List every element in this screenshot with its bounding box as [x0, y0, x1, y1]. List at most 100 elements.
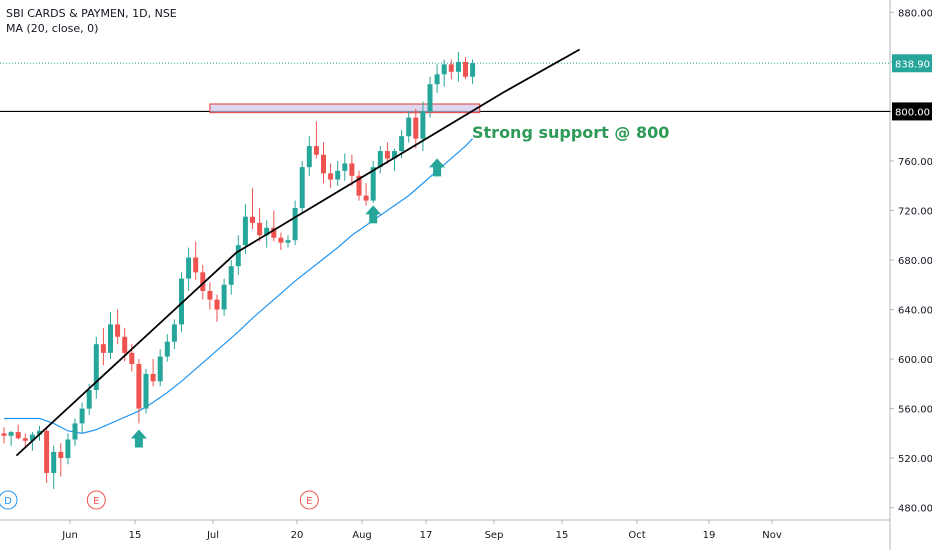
candle-body: [434, 74, 440, 85]
candle-body: [363, 195, 369, 201]
candle-body: [470, 63, 476, 77]
candle-body: [22, 438, 28, 441]
support-price-tag: [892, 102, 932, 121]
candle-body: [399, 136, 405, 152]
candle-body: [1, 433, 7, 436]
y-tick-label: 600.00: [898, 355, 932, 366]
candle-body: [221, 284, 227, 310]
candle-body: [179, 278, 184, 325]
candle-body: [51, 451, 57, 473]
support-price-tag-text: 800.00: [895, 107, 930, 118]
candle-body: [207, 290, 213, 300]
candle-body: [356, 175, 362, 196]
candle-body: [448, 64, 454, 72]
candle-body: [8, 432, 14, 436]
candle-body: [129, 352, 135, 364]
x-tick-label: 15: [129, 530, 142, 541]
candle-body: [29, 434, 35, 441]
candle-body: [285, 240, 291, 243]
y-tick-label: 640.00: [898, 306, 932, 317]
candle-body: [214, 299, 220, 310]
x-tick-label: Sep: [485, 530, 504, 541]
candle-body: [278, 237, 284, 243]
candle-body: [86, 390, 92, 409]
candle-body: [299, 167, 305, 208]
candle-body: [235, 245, 241, 267]
ma-indicator-label[interactable]: MA (20, close, 0): [6, 22, 99, 35]
candle-body: [115, 324, 121, 337]
moving-average-line: [4, 138, 474, 434]
candle-body: [441, 64, 447, 75]
x-tick-label: 20: [291, 530, 304, 541]
x-tick-label: Jul: [206, 530, 219, 541]
x-tick-label: 17: [420, 530, 433, 541]
candle-body: [257, 222, 263, 236]
support-annotation: Strong support @ 800: [472, 123, 669, 142]
up-arrow-icon: [365, 205, 382, 224]
y-tick-label: 560.00: [898, 405, 932, 416]
candle-body: [164, 341, 170, 357]
candle-body: [108, 324, 113, 353]
candle-body: [328, 173, 334, 180]
support-zone-box: [209, 103, 481, 114]
candle-body: [384, 151, 390, 159]
candle-body: [93, 344, 99, 390]
x-tick-label: 19: [703, 530, 716, 541]
y-tick-label: 880.00: [898, 8, 932, 19]
candle-body: [392, 151, 397, 159]
candle-body: [242, 216, 248, 246]
y-tick-label: 480.00: [898, 504, 932, 515]
y-tick-label: 520.00: [898, 454, 932, 465]
event-badge-icon: [86, 490, 106, 510]
candle-body: [72, 423, 78, 440]
y-tick-label: 680.00: [898, 256, 932, 267]
chart-legend: SBI CARDS & PAYMEN, 1D, NSE MA (20, clos…: [6, 6, 177, 36]
candle-body: [193, 257, 199, 273]
last-price-tag: [892, 54, 932, 73]
x-tick-label: Aug: [352, 530, 372, 541]
up-arrow-icon: [429, 158, 446, 177]
candle-body: [292, 208, 298, 241]
up-arrow-icon: [130, 429, 147, 448]
y-tick-label: 720.00: [898, 206, 932, 217]
candle-body: [349, 163, 355, 176]
candle-body: [37, 430, 42, 435]
event-badge-icon: [0, 490, 18, 510]
candle-body: [335, 170, 341, 180]
candle-body: [143, 373, 149, 409]
candle-body: [370, 167, 376, 201]
candle-body: [186, 257, 192, 279]
candle-body: [420, 111, 426, 139]
candle-body: [271, 227, 277, 238]
candle-body: [171, 324, 177, 342]
y-tick-label: 760.00: [898, 157, 932, 168]
x-tick-label: Oct: [628, 530, 645, 541]
symbol-title[interactable]: SBI CARDS & PAYMEN, 1D, NSE: [6, 7, 177, 20]
candle-body: [264, 227, 270, 236]
x-tick-label: Nov: [762, 530, 782, 541]
candle-body: [342, 163, 348, 171]
candle-body: [455, 61, 461, 72]
candle-body: [427, 84, 433, 112]
candle-body: [79, 408, 85, 424]
candle-body: [306, 146, 312, 168]
event-badge-icon: [299, 490, 319, 510]
candle-body: [150, 373, 156, 382]
event-badge-label: E: [306, 496, 312, 507]
candle-body: [377, 151, 383, 168]
event-badge-label: D: [4, 496, 12, 507]
candle-body: [321, 154, 326, 174]
x-tick-label: Jun: [61, 530, 78, 541]
last-price-tag-text: 838.90: [895, 59, 930, 70]
candle-body: [313, 146, 319, 155]
candle-body: [200, 272, 206, 291]
candle-body: [100, 344, 106, 353]
candle-body: [250, 216, 255, 223]
candle-body: [228, 266, 234, 285]
candle-body: [136, 364, 142, 409]
candle-body: [44, 430, 50, 473]
candle-body: [122, 336, 128, 353]
candle-body: [15, 432, 21, 439]
candle-body: [65, 439, 71, 459]
